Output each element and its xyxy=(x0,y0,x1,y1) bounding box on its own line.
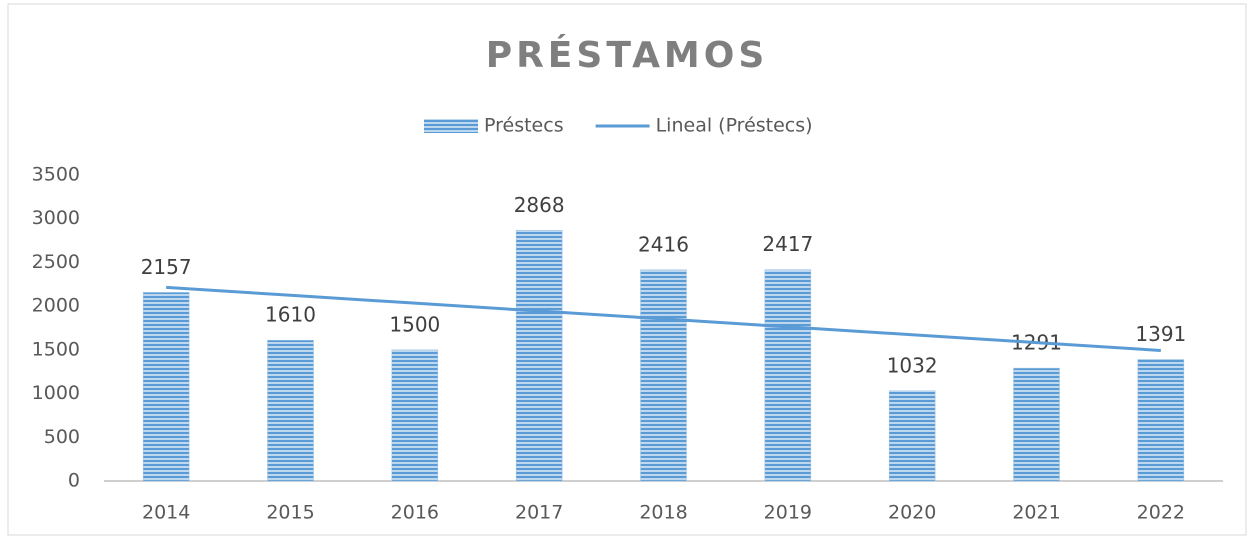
data-label: 1391 xyxy=(1135,322,1186,346)
legend-swatch xyxy=(424,119,478,133)
data-label: 2417 xyxy=(762,232,813,256)
y-tick-label: 2000 xyxy=(32,295,80,317)
y-tick-label: 1500 xyxy=(32,338,80,360)
bar xyxy=(267,339,314,482)
y-tick-label: 3500 xyxy=(32,164,80,186)
bar xyxy=(640,269,687,482)
x-tick-label: 2019 xyxy=(764,502,812,524)
bar xyxy=(515,230,563,482)
x-tick-label: 2018 xyxy=(639,502,687,524)
data-label: 2157 xyxy=(141,255,192,279)
data-label: 2416 xyxy=(638,232,689,256)
x-tick-label: 2017 xyxy=(515,502,563,524)
legend-label: Préstecs xyxy=(484,115,564,137)
x-tick-label: 2020 xyxy=(888,502,936,524)
x-tick-label: 2014 xyxy=(142,502,190,524)
data-label: 1610 xyxy=(265,303,316,327)
x-tick-label: 2016 xyxy=(391,502,439,524)
y-tick-label: 0 xyxy=(68,470,80,492)
x-tick-label: 2015 xyxy=(266,502,314,524)
legend-label: Lineal (Préstecs) xyxy=(656,115,813,137)
y-tick-label: 3000 xyxy=(32,207,80,229)
bar xyxy=(764,269,812,482)
bar xyxy=(888,390,936,482)
bar xyxy=(142,292,190,482)
bar xyxy=(1137,359,1185,482)
x-tick-label: 2021 xyxy=(1012,502,1060,524)
y-tick-label: 2500 xyxy=(32,251,80,273)
chart-title: PRÉSTAMOS xyxy=(486,34,769,76)
bar xyxy=(391,349,439,482)
data-label: 1032 xyxy=(887,353,938,377)
x-tick-label: 2022 xyxy=(1137,502,1185,524)
data-label: 2868 xyxy=(514,193,565,217)
y-tick-label: 1000 xyxy=(32,382,80,404)
bar xyxy=(1013,367,1060,482)
chart-frame xyxy=(7,3,1247,536)
trend-line xyxy=(166,285,1161,352)
data-label: 1500 xyxy=(389,312,440,336)
y-tick-label: 500 xyxy=(44,426,80,448)
